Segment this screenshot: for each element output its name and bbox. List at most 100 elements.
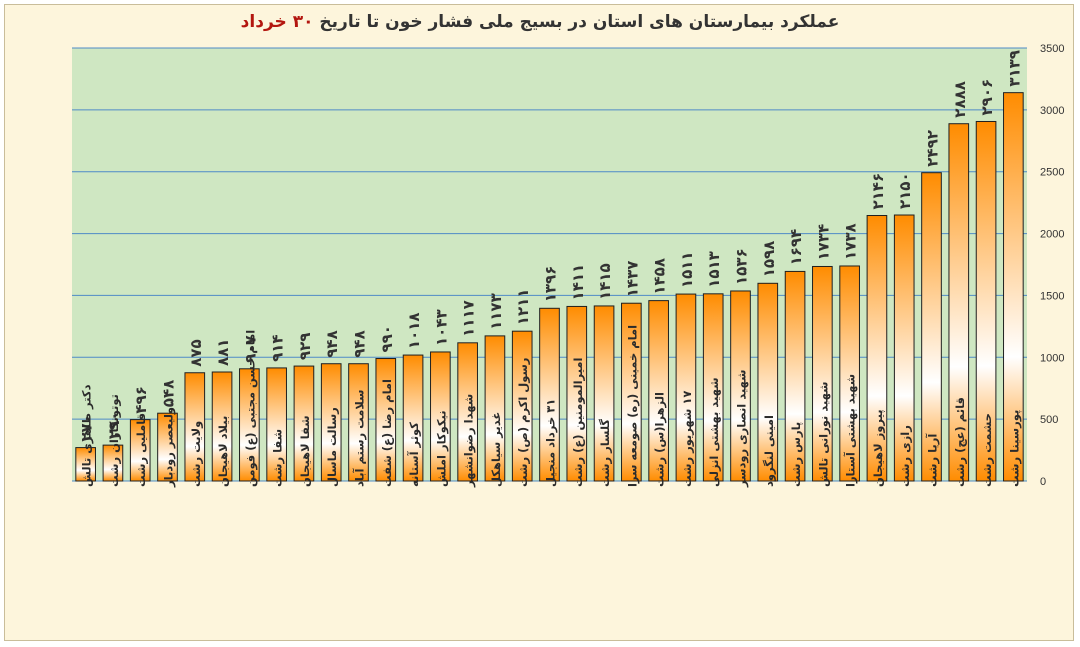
chart-title-date: ۳۰ خرداد (240, 12, 314, 32)
data-label: ۹۹۰ (378, 325, 396, 352)
data-label: ۱۴۱۱ (569, 264, 587, 301)
data-label: ۲۱۵۰ (896, 172, 914, 209)
x-tick-label: کوثر آستانه (407, 422, 422, 487)
chart-title-main: عملکرد بیمارستان های استان در بسیج ملی ف… (319, 12, 840, 32)
bar (839, 265, 860, 482)
bar (402, 354, 424, 482)
x-tick-label: ولایت رشت (189, 421, 204, 487)
x-tick-label: ۱۷ شهریور رشت (680, 391, 695, 487)
bar (921, 172, 942, 482)
x-tick-label: امیرالمومنین (ع) رشت (571, 358, 586, 487)
x-tick-label: شهید انصاری رودسر (735, 370, 750, 488)
bar (102, 444, 124, 482)
data-label: ۱۵۳۶ (733, 248, 751, 285)
bar (648, 300, 669, 482)
bars (75, 92, 1024, 482)
x-tick-label: شهید بهشتی آستارا (844, 374, 858, 487)
bar (539, 307, 560, 482)
bar (511, 330, 533, 482)
data-label: ۸۸۱ (214, 339, 232, 366)
bar (784, 270, 806, 482)
x-tick-label: ۳۱ خرداد منجیل (544, 399, 558, 487)
bar (375, 358, 397, 482)
bar (320, 363, 342, 482)
data-label: ۱۷۳۸ (842, 223, 860, 260)
data-label: ۱۶۹۴ (787, 229, 805, 266)
data-label: ۸۷۵ (187, 339, 205, 366)
bar (702, 293, 724, 482)
x-tick-label: پیروز لاهیجان (871, 409, 886, 487)
data-label: ۱۳۹۶ (542, 266, 560, 303)
data-label: ۲۷۰ (78, 414, 96, 441)
bar (948, 123, 970, 482)
data-label: ۹۲۹ (296, 333, 314, 360)
x-tick-label: بیلاد لاهیجان (216, 416, 230, 487)
bar (621, 302, 642, 482)
data-label: ۲۹۰۶ (978, 79, 996, 116)
data-label: ۳۱۳۹ (1005, 50, 1023, 87)
bar (211, 371, 233, 482)
data-label: ۱۵۱۳ (705, 251, 723, 288)
x-tick-label: الزهرا(س) رشت (653, 392, 667, 487)
bar (812, 265, 833, 482)
data-label: ۲۱۴۶ (869, 173, 887, 210)
bar (157, 412, 178, 482)
x-tick-label: امام حسن مجتبی (ع) فومن (243, 330, 258, 487)
data-label: ۵۴۸ (160, 380, 178, 407)
y-tick-label: 2500 (1040, 167, 1064, 179)
x-tick-label: سلامت رستم آباد (353, 390, 367, 487)
x-tick-label: غدیر سیاهکل (489, 412, 503, 487)
x-tick-label: ولیعصر رودبار (162, 407, 177, 488)
data-label: ۱۰۴۳ (432, 309, 450, 346)
bar (893, 214, 915, 482)
bar (184, 372, 206, 482)
data-label: ۱۴۵۸ (651, 258, 669, 295)
x-axis: دکتر طاهری تالش توتونکاران رشت قاملیی رشت و… (80, 325, 1023, 488)
x-tick-label: شفا رشت (271, 429, 285, 487)
bar (484, 335, 506, 482)
data-label: ۱۷۳۴ (814, 224, 832, 261)
x-tick-label: رسول اکرم (ص) رشت (516, 358, 531, 487)
bar (293, 365, 315, 482)
bar (266, 367, 287, 482)
data-label: ۱۴۱۵ (596, 263, 614, 300)
bar (730, 290, 751, 482)
data-label: ۹۴۸ (351, 330, 369, 357)
y-tick-label: 3000 (1040, 105, 1064, 117)
x-tick-label: رسالت ماسال (325, 407, 339, 487)
y-tick-label: 2000 (1040, 229, 1064, 241)
data-label: ۱۴۳۷ (623, 261, 641, 298)
bar (430, 351, 451, 482)
data-label: ۹۰۷ (241, 335, 259, 362)
y-tick-label: 1500 (1040, 290, 1064, 302)
x-tick-label: قاملیی رشت (134, 413, 148, 487)
bar (757, 282, 779, 482)
bar (593, 305, 615, 482)
bar (566, 305, 588, 482)
data-label: ۹۱۴ (269, 334, 287, 361)
data-label: ۲۸۸۸ (951, 81, 969, 118)
x-tick-label: قائم (عج) رشت (953, 397, 967, 487)
x-tick-label: پارس رشت (789, 422, 803, 487)
data-label: ۲۹۰ (105, 412, 123, 439)
bar (457, 342, 478, 482)
data-label: ۱۰۱۸ (405, 312, 423, 349)
x-tick-label: شهدا رضوانشهر (462, 394, 477, 488)
x-tick-label: امینی لنگرود (762, 415, 777, 487)
data-label: ۴۹۶ (132, 386, 150, 413)
x-tick-label: پورسینا رشت (1007, 410, 1022, 487)
bar (75, 447, 96, 482)
x-tick-label: شفا لاهیجان (298, 415, 312, 487)
bar (239, 368, 260, 482)
x-tick-label: دکتر طاهری تالش (80, 384, 94, 487)
data-labels: ۲۷۰ ۲۹۰ ۴۹۶ ۵۴۸ ۸۷۵ ۸۸۱ ۹۰۷ ۹۱۴ ۹۲۹ ۹۴۸ ۹۴۸ ۹۹۰ ۱۰۱۸… (78, 50, 1024, 442)
data-label: ۱۱۷۳ (487, 293, 505, 330)
x-tick-label: شهید بهشتی انزلی (707, 377, 721, 487)
y-tick-label: 1000 (1040, 352, 1064, 364)
x-tick-label: توتونکاران رشت (107, 394, 122, 487)
x-tick-label: شهید نورانی تالش (816, 382, 831, 488)
y-tick-label: 3500 (1040, 43, 1064, 55)
x-tick-label: رازی رشت (898, 425, 912, 487)
data-label: ۱۵۱۱ (678, 251, 696, 288)
